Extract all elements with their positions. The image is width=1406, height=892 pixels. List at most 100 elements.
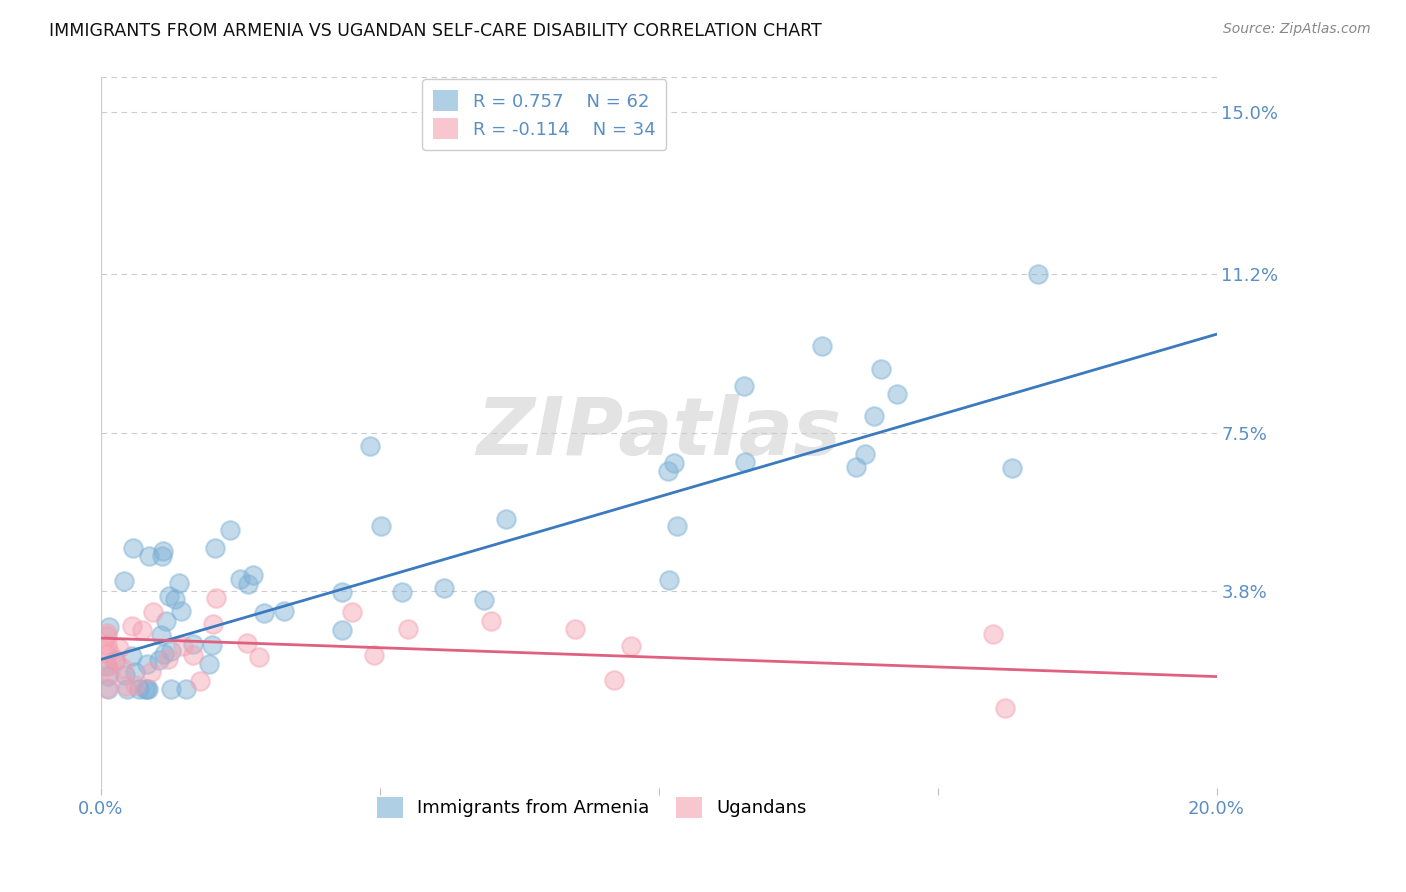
Point [202, 617, 225, 632]
Point [181, 648, 204, 662]
Point [96, 639, 118, 653]
Point [136, 682, 159, 697]
Point [1001, 460, 1024, 475]
Point [886, 386, 908, 401]
Point [564, 622, 586, 636]
Point [235, 636, 257, 650]
Point [993, 700, 1015, 714]
Point [124, 665, 146, 680]
Point [1026, 268, 1049, 282]
Point [96, 647, 118, 661]
Point [242, 567, 264, 582]
Point [97, 669, 120, 683]
Point [811, 339, 834, 353]
Point [131, 623, 153, 637]
Point [330, 623, 353, 637]
Point [150, 628, 173, 642]
Point [156, 651, 179, 665]
Point [96, 658, 118, 673]
Legend: Immigrants from Armenia, Ugandans: Immigrants from Armenia, Ugandans [370, 789, 814, 825]
Point [139, 665, 162, 679]
Point [870, 361, 893, 376]
Point [433, 581, 456, 595]
Point [112, 574, 135, 589]
Point [863, 409, 886, 423]
Point [845, 459, 868, 474]
Point [370, 518, 392, 533]
Point [853, 447, 876, 461]
Point [657, 464, 679, 478]
Point [359, 439, 381, 453]
Point [167, 576, 190, 591]
Point [136, 657, 159, 671]
Point [396, 622, 419, 636]
Point [98, 645, 121, 659]
Point [733, 379, 755, 393]
Point [481, 614, 503, 628]
Point [150, 549, 173, 563]
Point [97, 682, 120, 697]
Text: IMMIGRANTS FROM ARMENIA VS UGANDAN SELF-CARE DISABILITY CORRELATION CHART: IMMIGRANTS FROM ARMENIA VS UGANDAN SELF-… [49, 22, 823, 40]
Point [219, 523, 242, 537]
Point [115, 682, 138, 697]
Point [104, 654, 127, 668]
Point [170, 604, 193, 618]
Point [205, 591, 228, 605]
Point [176, 682, 198, 697]
Point [247, 649, 270, 664]
Point [330, 585, 353, 599]
Point [98, 665, 121, 680]
Point [201, 638, 224, 652]
Point [658, 574, 681, 588]
Point [983, 627, 1005, 641]
Point [664, 456, 686, 470]
Point [204, 541, 226, 556]
Point [115, 679, 138, 693]
Point [159, 644, 181, 658]
Point [197, 657, 219, 671]
Point [96, 681, 118, 696]
Point [188, 673, 211, 688]
Point [148, 652, 170, 666]
Point [734, 455, 756, 469]
Point [96, 659, 118, 673]
Point [666, 518, 689, 533]
Point [124, 678, 146, 692]
Point [153, 647, 176, 661]
Point [121, 649, 143, 664]
Point [229, 572, 252, 586]
Point [472, 592, 495, 607]
Point [135, 682, 157, 697]
Point [172, 639, 194, 653]
Point [142, 605, 165, 619]
Point [340, 606, 363, 620]
Point [122, 541, 145, 556]
Point [273, 604, 295, 618]
Point [134, 682, 156, 697]
Text: ZIPatlas: ZIPatlas [477, 393, 841, 472]
Point [159, 682, 181, 697]
Point [165, 591, 187, 606]
Point [128, 682, 150, 697]
Text: Source: ZipAtlas.com: Source: ZipAtlas.com [1223, 22, 1371, 37]
Point [157, 589, 180, 603]
Point [96, 629, 118, 643]
Point [121, 619, 143, 633]
Point [97, 620, 120, 634]
Point [253, 606, 276, 620]
Point [155, 614, 177, 628]
Point [114, 667, 136, 681]
Point [495, 512, 517, 526]
Point [363, 648, 385, 662]
Point [96, 626, 118, 640]
Point [152, 544, 174, 558]
Point [108, 640, 131, 655]
Point [603, 673, 626, 687]
Point [236, 576, 259, 591]
Point [112, 660, 135, 674]
Point [620, 639, 643, 653]
Point [391, 585, 413, 599]
Point [138, 549, 160, 563]
Point [181, 637, 204, 651]
Point [105, 653, 128, 667]
